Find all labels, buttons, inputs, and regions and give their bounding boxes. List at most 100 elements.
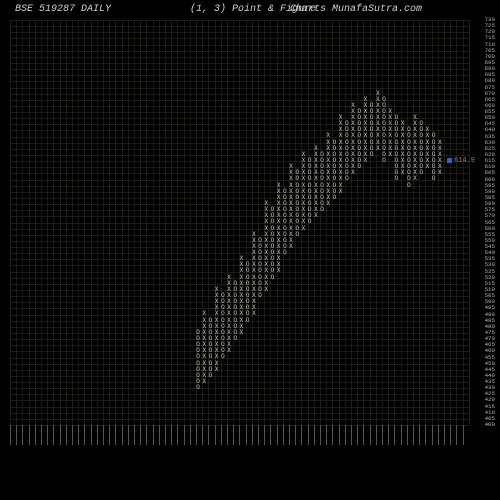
pnf-x-cell: X bbox=[238, 324, 244, 330]
x-tick bbox=[41, 425, 42, 445]
x-tick bbox=[450, 425, 451, 445]
x-tick bbox=[289, 425, 290, 445]
pnf-o-cell: O bbox=[245, 318, 251, 324]
x-tick bbox=[301, 425, 302, 445]
x-tick bbox=[29, 425, 30, 445]
bottom-ticks bbox=[10, 425, 470, 445]
pnf-o-cell: O bbox=[269, 275, 275, 281]
x-tick bbox=[221, 425, 222, 445]
x-tick bbox=[351, 425, 352, 445]
pnf-o-cell: O bbox=[381, 158, 387, 164]
pnf-x-cell: X bbox=[338, 189, 344, 195]
x-tick bbox=[326, 425, 327, 445]
pnf-o-cell: O bbox=[195, 385, 201, 391]
x-tick bbox=[320, 425, 321, 445]
x-tick bbox=[382, 425, 383, 445]
pnf-o-cell: O bbox=[282, 250, 288, 256]
x-tick bbox=[463, 425, 464, 445]
header-source: Charts MunafaSutra.com bbox=[290, 4, 422, 15]
x-tick bbox=[345, 425, 346, 445]
x-tick bbox=[115, 425, 116, 445]
x-tick bbox=[419, 425, 420, 445]
x-tick bbox=[270, 425, 271, 445]
x-tick bbox=[22, 425, 23, 445]
pnf-x-cell: X bbox=[263, 287, 269, 293]
pnf-x-cell: X bbox=[313, 213, 319, 219]
x-tick bbox=[246, 425, 247, 445]
header-symbol: BSE 519287 DAILY bbox=[15, 4, 111, 15]
x-tick bbox=[190, 425, 191, 445]
x-tick bbox=[401, 425, 402, 445]
x-tick bbox=[239, 425, 240, 445]
pnf-x-cell: X bbox=[226, 342, 232, 348]
pnf-o-cell: O bbox=[319, 207, 325, 213]
x-tick bbox=[122, 425, 123, 445]
x-tick bbox=[184, 425, 185, 445]
x-tick bbox=[438, 425, 439, 445]
x-tick bbox=[388, 425, 389, 445]
x-tick bbox=[97, 425, 98, 445]
pnf-o-cell: O bbox=[307, 219, 313, 225]
x-tick bbox=[227, 425, 228, 445]
x-tick bbox=[264, 425, 265, 445]
x-tick bbox=[165, 425, 166, 445]
x-tick bbox=[283, 425, 284, 445]
x-tick bbox=[357, 425, 358, 445]
pnf-x-cell: X bbox=[251, 305, 257, 311]
pnf-o-cell: O bbox=[257, 293, 263, 299]
pnf-x-cell: X bbox=[300, 226, 306, 232]
pnf-o-cell: O bbox=[232, 336, 238, 342]
x-tick bbox=[425, 425, 426, 445]
x-tick bbox=[134, 425, 135, 445]
pnf-x-cell: X bbox=[362, 158, 368, 164]
x-tick bbox=[208, 425, 209, 445]
x-tick bbox=[258, 425, 259, 445]
x-tick bbox=[91, 425, 92, 445]
pnf-x-cell: X bbox=[276, 262, 282, 268]
pnf-o-cell: O bbox=[406, 183, 412, 189]
x-tick bbox=[202, 425, 203, 445]
pnf-x-cell: X bbox=[437, 170, 443, 176]
pnf-x-cell: X bbox=[276, 256, 282, 262]
x-tick bbox=[153, 425, 154, 445]
x-tick bbox=[84, 425, 85, 445]
x-tick bbox=[78, 425, 79, 445]
pnf-x-cell: X bbox=[437, 146, 443, 152]
x-tick bbox=[16, 425, 17, 445]
x-tick bbox=[60, 425, 61, 445]
pnf-o-cell: O bbox=[393, 176, 399, 182]
pnf-o-cell: O bbox=[331, 195, 337, 201]
x-tick bbox=[53, 425, 54, 445]
pnf-x-cell: X bbox=[437, 164, 443, 170]
x-tick bbox=[146, 425, 147, 445]
x-tick bbox=[215, 425, 216, 445]
marker-square-icon bbox=[447, 158, 452, 163]
x-tick bbox=[66, 425, 67, 445]
pnf-x-cell: X bbox=[201, 379, 207, 385]
pnf-o-cell: O bbox=[207, 373, 213, 379]
pnf-x-cell: X bbox=[350, 170, 356, 176]
x-tick bbox=[233, 425, 234, 445]
pnf-x-cell: X bbox=[288, 238, 294, 244]
pnf-x-cell: X bbox=[276, 268, 282, 274]
x-tick bbox=[10, 425, 11, 445]
x-tick bbox=[363, 425, 364, 445]
x-tick bbox=[456, 425, 457, 445]
x-tick bbox=[370, 425, 371, 445]
pnf-x-cell: X bbox=[338, 183, 344, 189]
x-tick bbox=[35, 425, 36, 445]
x-tick bbox=[339, 425, 340, 445]
pnf-columns: OOOOOOOOOOXXXXXXXXXXXXOOOOOOOOOOXXXXXXXX… bbox=[10, 20, 470, 425]
x-tick bbox=[308, 425, 309, 445]
pnf-x-cell: X bbox=[437, 152, 443, 158]
x-tick bbox=[177, 425, 178, 445]
pnf-x-cell: X bbox=[325, 201, 331, 207]
x-tick bbox=[171, 425, 172, 445]
x-tick bbox=[159, 425, 160, 445]
pnf-x-cell: X bbox=[251, 311, 257, 317]
pnf-x-cell: X bbox=[288, 244, 294, 250]
pnf-x-cell: X bbox=[412, 176, 418, 182]
pnf-x-cell: X bbox=[226, 348, 232, 354]
x-tick bbox=[413, 425, 414, 445]
x-tick bbox=[128, 425, 129, 445]
